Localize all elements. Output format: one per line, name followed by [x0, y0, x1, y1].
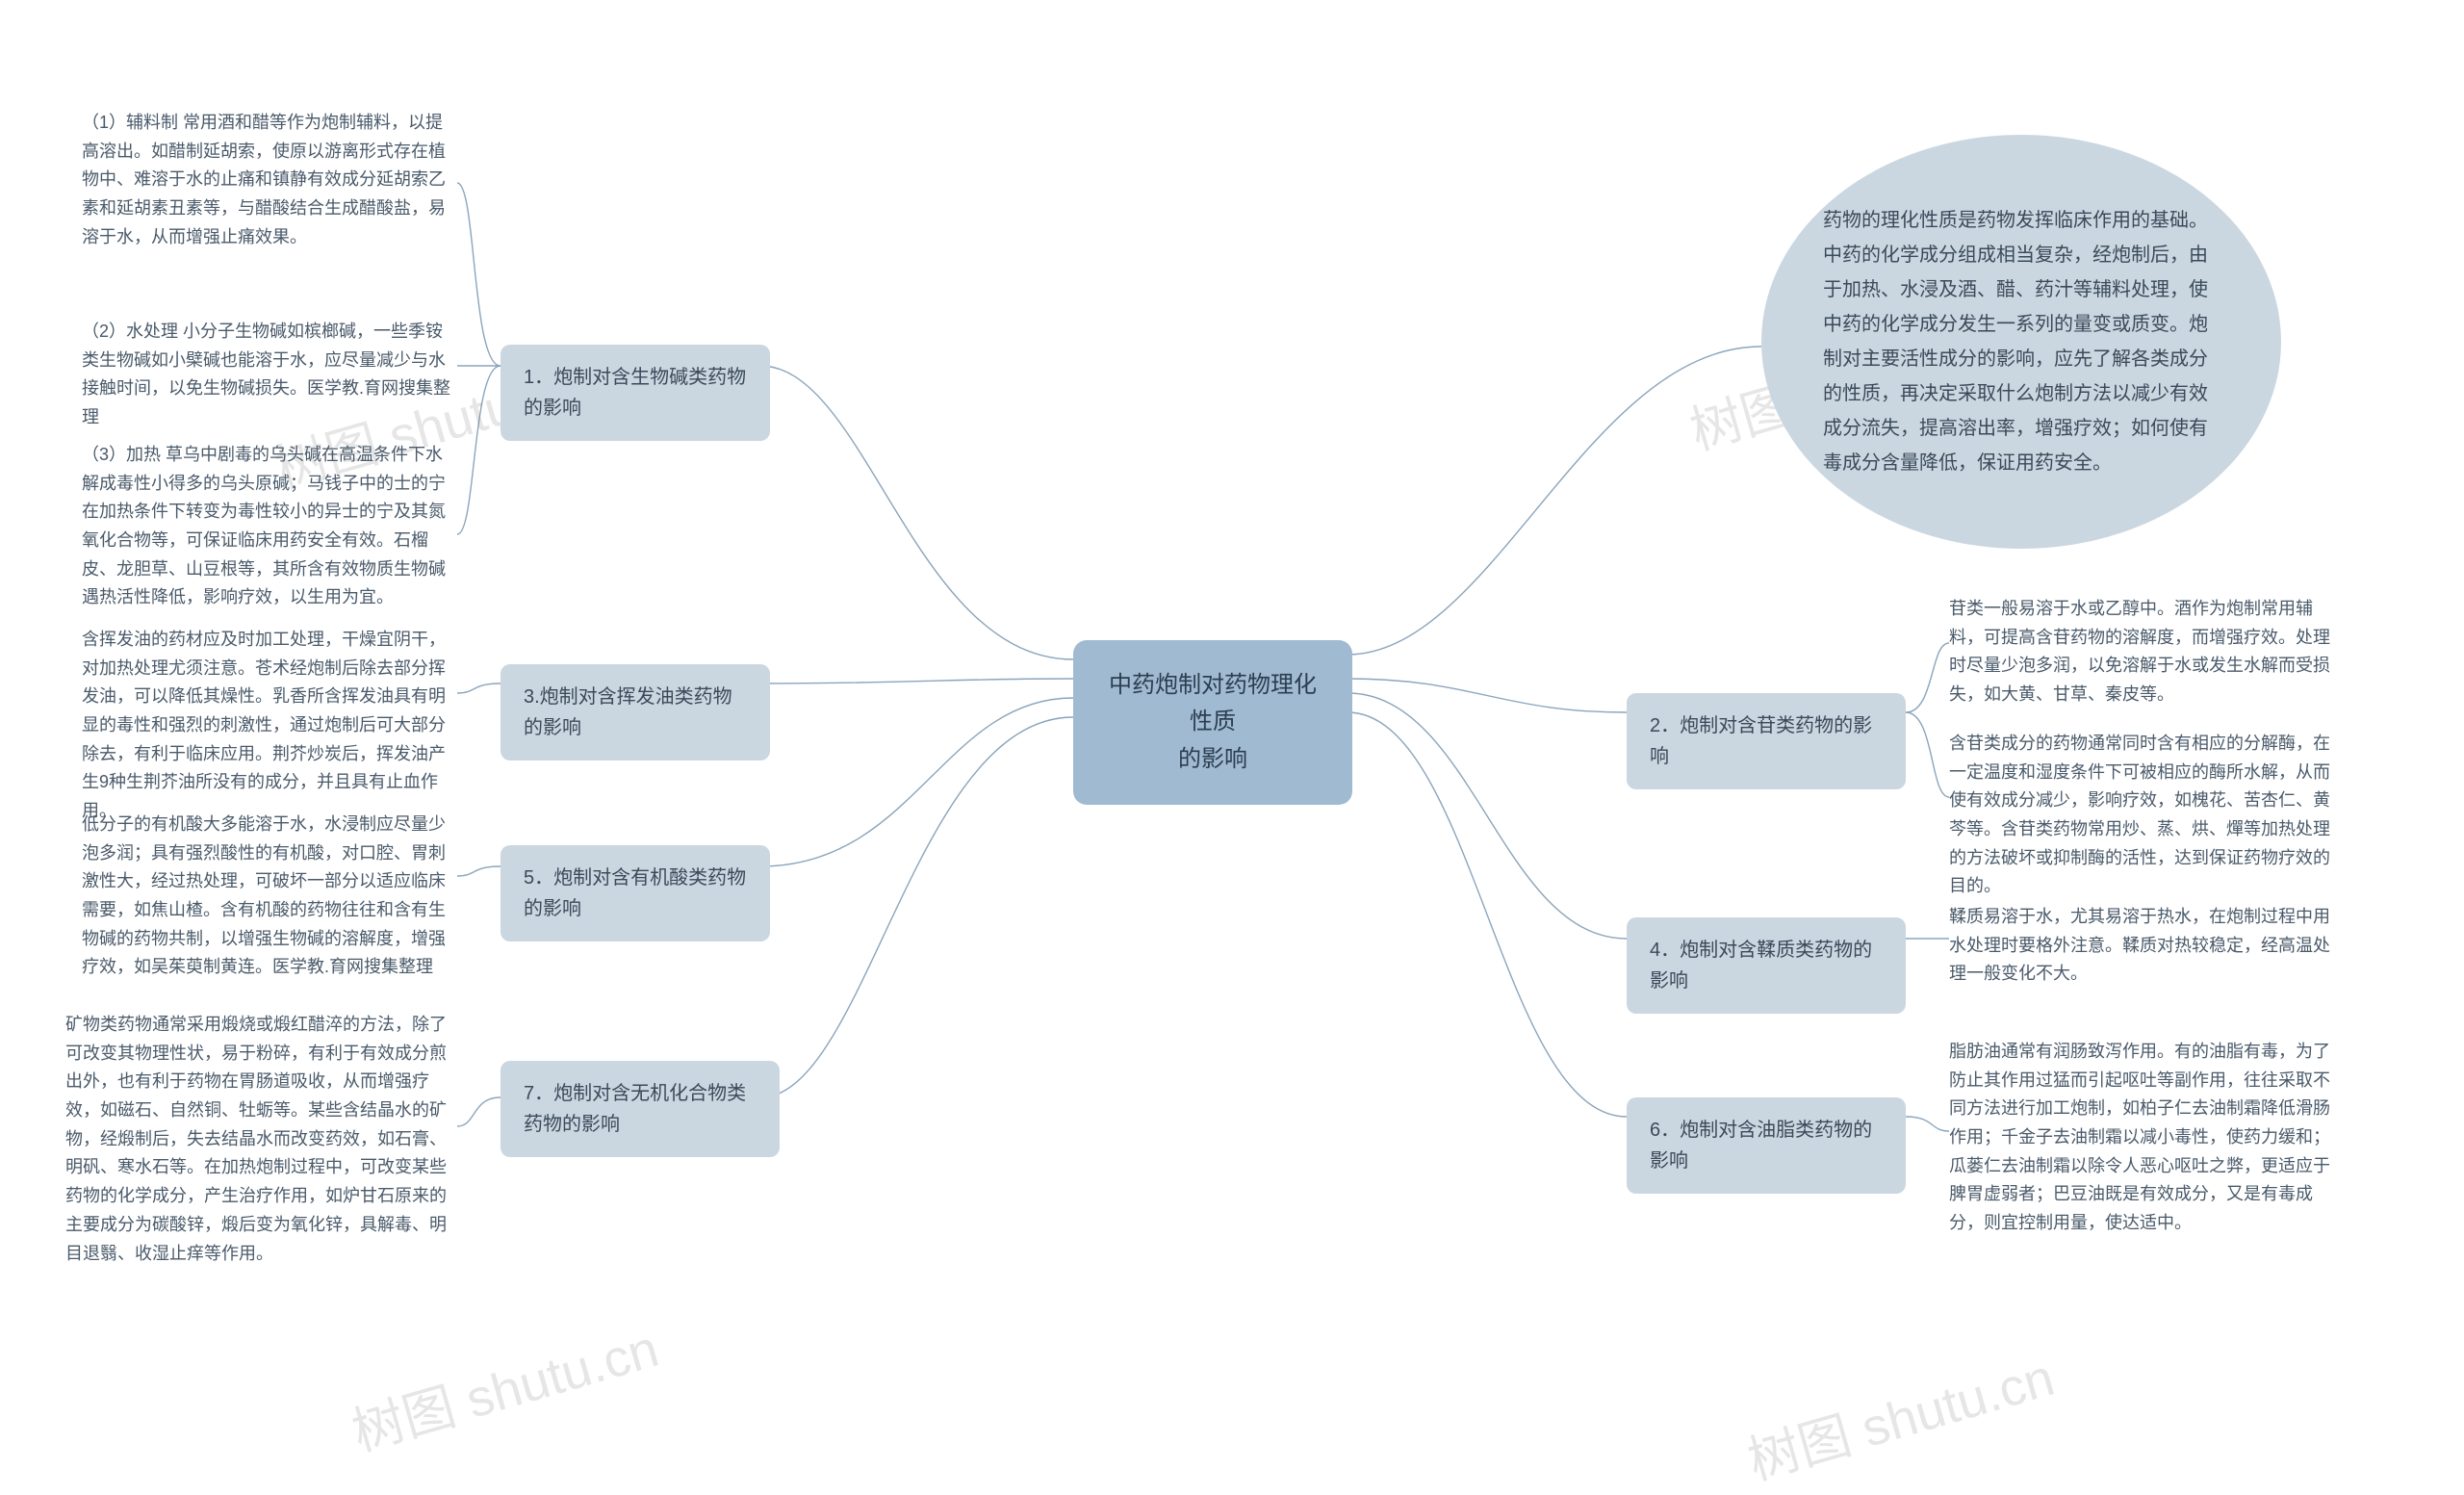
- watermark: 树图 shutu.cn: [1737, 1334, 2061, 1494]
- branch-node-3: 3.炮制对含挥发油类药物的影响: [500, 664, 770, 760]
- leaf-node-2-1: 苷类一般易溶于水或乙醇中。酒作为炮制常用辅料，可提高含苷药物的溶解度，而增强疗效…: [1949, 595, 2334, 709]
- leaf-text: 低分子的有机酸大多能溶于水，水浸制应尽量少泡多润；具有强烈酸性的有机酸，对口腔、…: [82, 814, 446, 976]
- leaf-node-6-1: 脂肪油通常有润肠致泻作用。有的油脂有毒，为了防止其作用过猛而引起呕吐等副作用，往…: [1949, 1038, 2334, 1238]
- branch-label: 5．炮制对含有机酸类药物的影响: [524, 867, 746, 919]
- branch-node-7: 7．炮制对含无机化合物类药物的影响: [500, 1061, 780, 1157]
- leaf-text: （3）加热 草乌中剧毒的乌头碱在高温条件下水解成毒性小得多的乌头原碱；马钱子中的…: [82, 445, 446, 606]
- leaf-node-5-1: 低分子的有机酸大多能溶于水，水浸制应尽量少泡多润；具有强烈酸性的有机酸，对口腔、…: [82, 811, 457, 982]
- leaf-node-4-1: 鞣质易溶于水，尤其易溶于热水，在炮制过程中用水处理时要格外注意。鞣质对热较稳定，…: [1949, 903, 2334, 989]
- leaf-text: 鞣质易溶于水，尤其易溶于热水，在炮制过程中用水处理时要格外注意。鞣质对热较稳定，…: [1949, 907, 2330, 983]
- branch-node-6: 6．炮制对含油脂类药物的影响: [1627, 1097, 1906, 1194]
- leaf-text: 脂肪油通常有润肠致泻作用。有的油脂有毒，为了防止其作用过猛而引起呕吐等副作用，往…: [1949, 1042, 2330, 1232]
- leaf-text: 含挥发油的药材应及时加工处理，干燥宜阴干，对加热处理尤须注意。苍术经炮制后除去部…: [82, 630, 446, 820]
- watermark: 树图 shutu.cn: [342, 1305, 665, 1465]
- intro-node: 药物的理化性质是药物发挥临床作用的基础。中药的化学成分组成相当复杂，经炮制后，由…: [1761, 135, 2281, 549]
- branch-node-1: 1．炮制对含生物碱类药物的影响: [500, 345, 770, 441]
- branch-node-4: 4．炮制对含鞣质类药物的影响: [1627, 917, 1906, 1014]
- leaf-text: 苷类一般易溶于水或乙醇中。酒作为炮制常用辅料，可提高含苷药物的溶解度，而增强疗效…: [1949, 599, 2330, 704]
- branch-label: 1．炮制对含生物碱类药物的影响: [524, 367, 746, 419]
- leaf-text: （2）水处理 小分子生物碱如槟榔碱，一些季铵类生物碱如小檗碱也能溶于水，应尽量减…: [82, 322, 450, 426]
- center-title-line2: 的影响: [1106, 741, 1320, 778]
- branch-label: 6．炮制对含油脂类药物的影响: [1650, 1120, 1872, 1172]
- leaf-text: 含苷类成分的药物通常同时含有相应的分解酶，在一定温度和湿度条件下可被相应的酶所水…: [1949, 734, 2330, 895]
- center-node: 中药炮制对药物理化性质 的影响: [1073, 640, 1352, 805]
- leaf-node-1-3: （3）加热 草乌中剧毒的乌头碱在高温条件下水解成毒性小得多的乌头原碱；马钱子中的…: [82, 441, 457, 612]
- leaf-node-2-2: 含苷类成分的药物通常同时含有相应的分解酶，在一定温度和湿度条件下可被相应的酶所水…: [1949, 730, 2334, 901]
- leaf-node-3-1: 含挥发油的药材应及时加工处理，干燥宜阴干，对加热处理尤须注意。苍术经炮制后除去部…: [82, 626, 457, 826]
- branch-label: 2．炮制对含苷类药物的影响: [1650, 715, 1872, 767]
- leaf-node-7-1: 矿物类药物通常采用煅烧或煅红醋淬的方法，除了可改变其物理性状，易于粉碎，有利于有…: [65, 1011, 450, 1268]
- intro-text: 药物的理化性质是药物发挥临床作用的基础。中药的化学成分组成相当复杂，经炮制后，由…: [1823, 203, 2220, 480]
- leaf-node-1-2: （2）水处理 小分子生物碱如槟榔碱，一些季铵类生物碱如小檗碱也能溶于水，应尽量减…: [82, 318, 457, 432]
- branch-node-5: 5．炮制对含有机酸类药物的影响: [500, 845, 770, 941]
- leaf-text: 矿物类药物通常采用煅烧或煅红醋淬的方法，除了可改变其物理性状，易于粉碎，有利于有…: [65, 1015, 447, 1263]
- leaf-node-1-1: （1）辅料制 常用酒和醋等作为炮制辅料，以提高溶出。如醋制延胡索，使原以游离形式…: [82, 109, 457, 251]
- branch-label: 7．炮制对含无机化合物类药物的影响: [524, 1083, 746, 1135]
- leaf-text: （1）辅料制 常用酒和醋等作为炮制辅料，以提高溶出。如醋制延胡索，使原以游离形式…: [82, 113, 446, 246]
- branch-label: 4．炮制对含鞣质类药物的影响: [1650, 940, 1872, 992]
- center-title-line1: 中药炮制对药物理化性质: [1106, 667, 1320, 741]
- branch-node-2: 2．炮制对含苷类药物的影响: [1627, 693, 1906, 789]
- branch-label: 3.炮制对含挥发油类药物的影响: [524, 686, 732, 738]
